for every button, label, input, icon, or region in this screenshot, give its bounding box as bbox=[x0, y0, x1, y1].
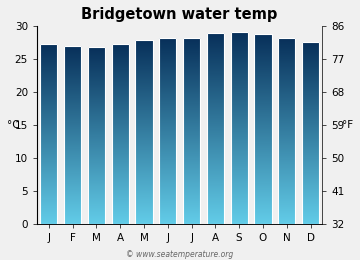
Title: Bridgetown water temp: Bridgetown water temp bbox=[81, 7, 278, 22]
Text: © www.seatemperature.org: © www.seatemperature.org bbox=[126, 250, 234, 259]
Y-axis label: °C: °C bbox=[7, 120, 19, 130]
Y-axis label: °F: °F bbox=[342, 120, 353, 130]
